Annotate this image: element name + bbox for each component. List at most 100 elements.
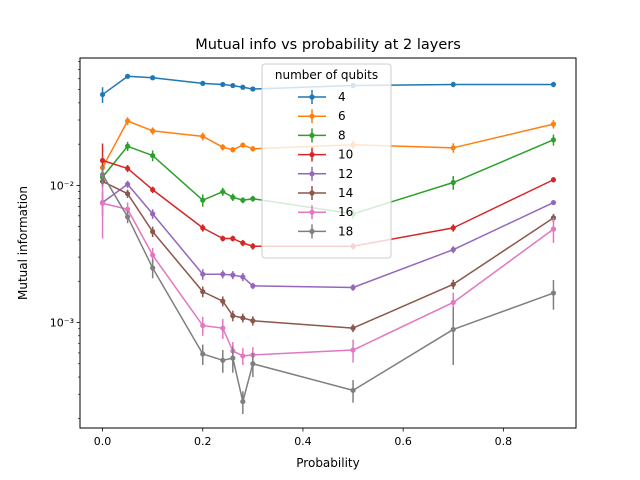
data-point: [550, 81, 557, 88]
data-point: [220, 325, 226, 331]
x-tick-label: 0.4: [294, 435, 312, 448]
legend-label: 16: [338, 205, 353, 219]
x-tick-label: 0.6: [394, 435, 412, 448]
data-point: [124, 191, 131, 197]
y-axis-label: Mutual information: [16, 186, 30, 300]
data-point: [150, 211, 156, 217]
data-point: [230, 235, 236, 242]
data-point: [240, 142, 246, 148]
data-point: [240, 240, 246, 246]
legend-marker: [309, 228, 315, 234]
data-point: [230, 313, 236, 319]
legend-marker: [309, 113, 315, 119]
y-tick-label: 10⁻²: [50, 179, 74, 192]
data-point: [350, 387, 356, 393]
data-point: [350, 325, 356, 331]
legend-entry-6: 6: [298, 109, 346, 124]
chart-title: Mutual info vs probability at 2 layers: [195, 37, 461, 53]
data-point: [550, 199, 557, 206]
data-point: [450, 145, 456, 151]
legend-marker: [309, 190, 315, 196]
data-point: [220, 298, 226, 304]
data-point: [99, 91, 106, 98]
data-point: [250, 318, 256, 324]
legend-marker: [309, 94, 315, 100]
data-point: [350, 284, 356, 291]
legend-entry-12: 12: [298, 166, 353, 181]
data-point: [200, 225, 206, 231]
data-point: [450, 225, 456, 231]
legend-label: 8: [338, 128, 346, 142]
data-point: [250, 361, 256, 367]
data-point: [200, 322, 206, 329]
data-point: [550, 290, 557, 296]
data-point: [250, 283, 256, 289]
legend-label: 14: [338, 186, 353, 200]
legend-entry-10: 10: [298, 147, 353, 162]
data-point: [124, 143, 131, 149]
data-point: [220, 271, 226, 277]
x-tick-label: 0.0: [94, 435, 112, 448]
data-point: [150, 265, 156, 271]
legend-marker: [309, 209, 315, 215]
data-point: [550, 226, 557, 232]
data-point: [220, 357, 226, 363]
data-point: [200, 133, 206, 139]
legend-label: 10: [338, 148, 353, 162]
data-point: [450, 326, 456, 333]
data-point: [450, 81, 456, 88]
data-point: [230, 272, 236, 278]
data-point: [124, 165, 131, 172]
data-point: [550, 177, 557, 183]
legend-entry-18: 18: [298, 224, 353, 239]
data-point: [230, 147, 236, 153]
legend-marker: [309, 132, 315, 138]
data-point: [220, 189, 226, 195]
legend-label: 6: [338, 109, 346, 123]
data-point: [350, 347, 356, 353]
data-point: [230, 194, 236, 200]
data-point: [99, 157, 106, 164]
legend-label: 12: [338, 167, 353, 181]
data-point: [200, 197, 206, 203]
x-axis-label: Probability: [296, 456, 359, 470]
data-point: [124, 214, 131, 220]
data-point: [150, 187, 156, 193]
x-tick-label: 0.8: [495, 435, 513, 448]
data-point: [550, 121, 557, 127]
data-point: [124, 181, 131, 187]
legend-box: [261, 63, 392, 259]
data-point: [220, 235, 226, 242]
data-point: [240, 353, 246, 359]
data-point: [250, 243, 256, 249]
series-18: [99, 165, 557, 415]
legend-entry-16: 16: [298, 205, 353, 220]
data-point: [550, 137, 557, 143]
data-point: [150, 75, 156, 81]
data-point: [124, 73, 131, 79]
data-point: [450, 299, 456, 306]
data-point: [230, 355, 236, 361]
data-point: [250, 146, 256, 152]
data-point: [220, 144, 226, 150]
data-point: [124, 206, 131, 212]
data-point: [240, 274, 246, 280]
data-point: [99, 171, 106, 178]
data-point: [200, 80, 206, 86]
legend-entry-8: 8: [298, 128, 346, 143]
legend-entry-14: 14: [298, 186, 353, 200]
legend-marker: [309, 171, 315, 177]
data-point: [240, 84, 246, 90]
data-point: [450, 281, 456, 287]
legend: number of qubits 4 6 8 10 12 14 16 18: [261, 63, 392, 259]
data-point: [550, 215, 557, 221]
data-point: [250, 196, 256, 202]
data-point: [200, 351, 206, 357]
legend-label: 18: [338, 224, 353, 238]
data-point: [230, 82, 236, 89]
data-point: [150, 152, 156, 159]
legend-entry-4: 4: [298, 90, 346, 104]
data-point: [450, 179, 456, 186]
legend-label: 4: [338, 90, 346, 104]
